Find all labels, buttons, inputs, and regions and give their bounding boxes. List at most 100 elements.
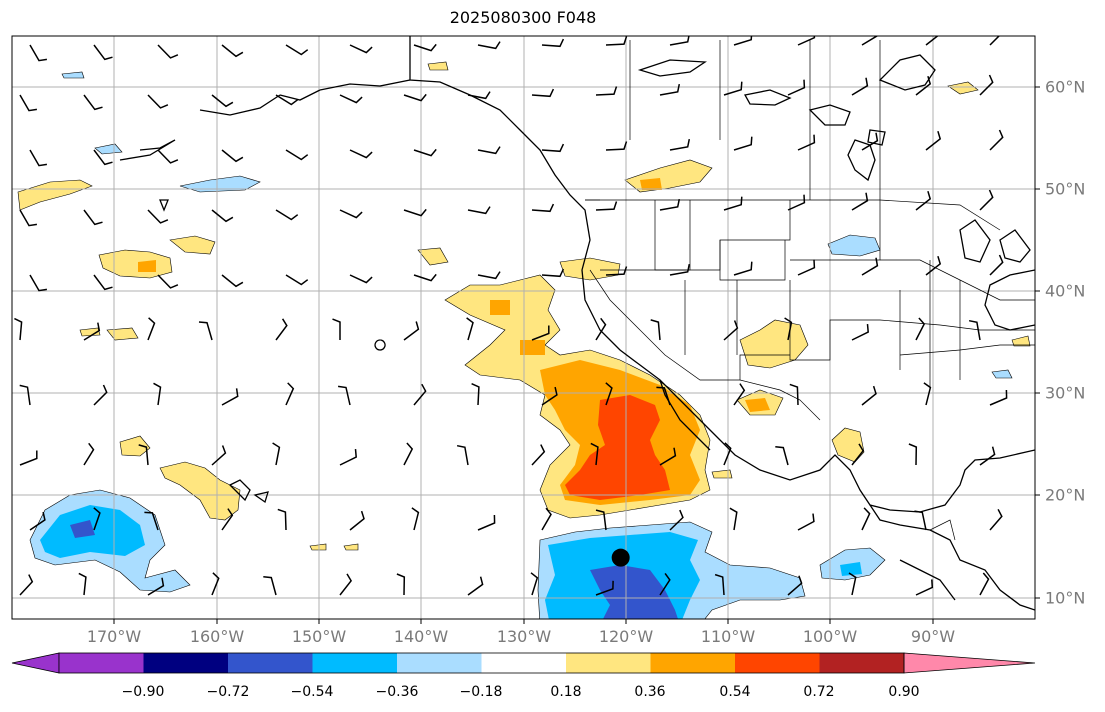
wind-barb [221,149,244,163]
wind-barb [275,94,299,106]
wind-barb [989,129,1004,151]
lon-label-110w: 110°W [700,627,756,646]
wind-barb [413,148,437,157]
wind-barb [19,384,31,406]
colorbar-cell [735,653,820,673]
wind-barb [211,572,220,596]
wind-barb [339,449,357,466]
wind-barb [198,321,213,341]
wind-barb [413,383,427,406]
wind-barb [138,444,149,466]
wind-barb [541,268,565,278]
map-title: 2025080300 F048 [449,8,597,27]
wind-barb [797,259,816,276]
graticule [12,36,1035,619]
colorbar-cell [566,653,651,673]
wind-barb [339,94,363,104]
colorbar-tick: 0.36 [634,684,666,700]
colorbar-cell [819,653,905,673]
wind-barb [861,132,879,151]
wind-barb [659,198,681,211]
wind-barb [477,271,501,280]
wind-barb [979,74,994,96]
wind-barb [797,513,815,531]
wind-barb [157,149,179,164]
lat-label-50n: 50°N [1045,179,1086,199]
wind-barb [477,514,496,531]
wind-barb [848,572,857,596]
wind-barb [979,189,994,211]
wind-barb [477,146,501,155]
wind-barb [789,383,799,406]
wind-barb [595,509,607,531]
colorbar-tick: 0.72 [803,684,835,700]
colorbar-outline [58,652,905,674]
wind-barb [979,446,996,466]
lon-label-120w: 120°W [598,627,654,646]
wind-barb [669,36,690,46]
colorbar-tick: −0.18 [459,684,503,700]
wind-barb [221,508,234,531]
wind-barb [29,274,48,292]
wind-barb [787,575,803,596]
wind-barb [541,38,565,48]
storm-center-marker [611,548,630,567]
wind-barb [861,36,879,46]
wind-barb [144,511,159,531]
wind-barb [989,508,1003,531]
wind-barb [923,382,932,406]
colorbar-tick: 0.90 [888,684,920,700]
wind-barb [656,386,671,406]
colorbar-extend-high [903,652,1036,674]
wind-barb [285,274,309,286]
wind-barb [285,44,309,56]
wind-barb [723,442,732,466]
axis-ticks [113,86,1040,624]
wind-barb [787,79,806,96]
colorbar-tick: −0.72 [206,684,250,700]
wind-barb [221,274,244,288]
lat-label-60n: 60°N [1045,77,1086,97]
lat-label-40n: 40°N [1045,281,1086,301]
lon-label-170w: 170°W [86,627,142,646]
wind-barb [337,385,351,406]
wind-barb [153,382,162,406]
wind-barb [908,443,918,466]
colorbar [11,652,1036,674]
lat-label-30n: 30°N [1045,383,1086,403]
wind-barb [19,450,38,466]
wind-barb [605,382,613,406]
wind-barb [93,44,113,61]
wind-barb [29,44,48,62]
wind-barb [93,274,113,291]
colorbar-cell [312,653,398,673]
wind-barb [147,577,165,596]
colorbar-extend-low [11,652,60,674]
wind-barb [605,36,628,46]
wind-barb [396,573,406,596]
wind-barb [669,138,691,151]
wind-barb [733,383,746,406]
wind-barb [541,143,565,153]
wind-barb [925,130,942,151]
wind-barb [456,444,469,466]
wind-barb [531,88,555,98]
anomaly-fill-positive [17,61,1031,551]
wind-barb [332,318,341,340]
wind-barb [78,572,87,596]
wind-barb [285,149,309,161]
wind-barb [411,507,420,531]
wind-barb [147,94,169,109]
wind-barb [915,317,926,341]
wind-barb [733,136,753,151]
wind-barb [669,509,684,531]
wind-barb [989,254,1004,276]
wind-barb [914,510,927,531]
wind-barb [784,317,793,341]
colorbar-cell [228,653,313,673]
lon-label-100w: 100°W [802,627,858,646]
wind-barb [263,575,277,596]
wind-barb [413,273,437,282]
wind-barb [650,319,661,341]
colorbar-tick: 0.54 [719,684,751,700]
